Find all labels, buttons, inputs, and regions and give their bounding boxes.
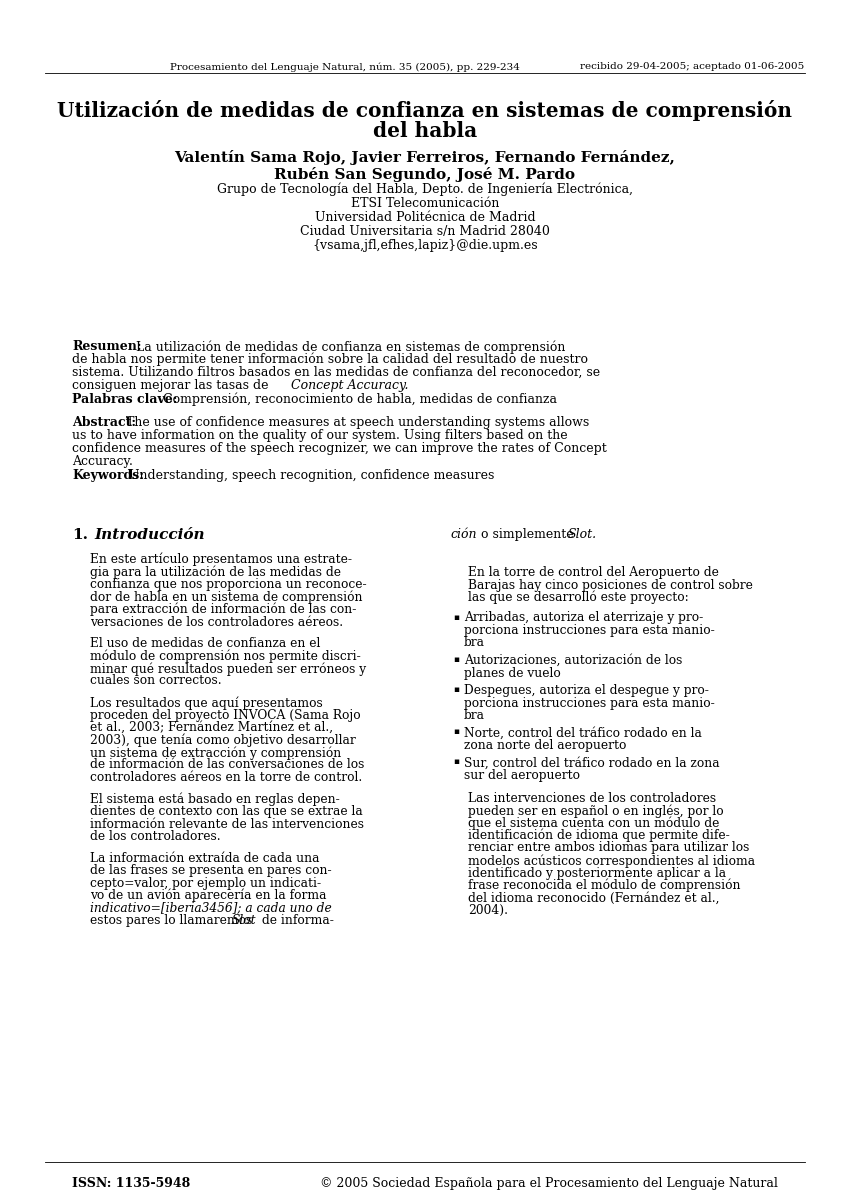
Text: Introducción: Introducción: [94, 528, 205, 543]
Text: proceden del proyecto INVOCA (Sama Rojo: proceden del proyecto INVOCA (Sama Rojo: [90, 709, 360, 722]
Text: ción: ción: [450, 528, 477, 541]
Text: del habla: del habla: [373, 122, 477, 141]
Text: indicativo=[iberia3456]; a cada uno de: indicativo=[iberia3456]; a cada uno de: [90, 901, 332, 914]
Text: de las frases se presenta en pares con-: de las frases se presenta en pares con-: [90, 864, 332, 877]
Text: Norte, control del tráfico rodado en la: Norte, control del tráfico rodado en la: [464, 727, 702, 740]
Text: o simplemente: o simplemente: [477, 528, 578, 541]
Text: Universidad Politécnica de Madrid: Universidad Politécnica de Madrid: [314, 211, 536, 224]
Text: 2003), que tenía como objetivo desarrollar: 2003), que tenía como objetivo desarroll…: [90, 734, 356, 747]
Text: Slot: Slot: [232, 914, 257, 928]
Text: gia para la utilización de las medidas de: gia para la utilización de las medidas d…: [90, 565, 341, 579]
Text: porciona instrucciones para esta manio-: porciona instrucciones para esta manio-: [464, 624, 715, 638]
Text: {vsama,jfl,efhes,lapiz}@die.upm.es: {vsama,jfl,efhes,lapiz}@die.upm.es: [312, 239, 538, 251]
Text: Resumen:: Resumen:: [72, 340, 141, 352]
Text: 1.: 1.: [72, 528, 88, 543]
Text: renciar entre ambos idiomas para utilizar los: renciar entre ambos idiomas para utiliza…: [468, 842, 750, 854]
Text: ▪: ▪: [453, 654, 459, 664]
Text: ISSN: 1135-5948: ISSN: 1135-5948: [72, 1177, 190, 1190]
Text: zona norte del aeropuerto: zona norte del aeropuerto: [464, 739, 626, 752]
Text: para extracción de información de las con-: para extracción de información de las co…: [90, 603, 356, 616]
Text: del idioma reconocido (Fernández et al.,: del idioma reconocido (Fernández et al.,: [468, 891, 719, 905]
Text: dientes de contexto con las que se extrae la: dientes de contexto con las que se extra…: [90, 805, 363, 818]
Text: de los controladores.: de los controladores.: [90, 830, 221, 843]
Text: Sur, control del tráfico rodado en la zona: Sur, control del tráfico rodado en la zo…: [464, 757, 720, 770]
Text: confidence measures of the speech recognizer, we can improve the rates of Concep: confidence measures of the speech recogn…: [72, 442, 607, 455]
Text: La información extraída de cada una: La información extraída de cada una: [90, 852, 320, 865]
Text: et al., 2003; Fernández Martínez et al.,: et al., 2003; Fernández Martínez et al.,: [90, 721, 333, 734]
Text: las que se desarrolló este proyecto:: las que se desarrolló este proyecto:: [468, 591, 688, 604]
Text: pueden ser en español o en inglés, por lo: pueden ser en español o en inglés, por l…: [468, 804, 723, 818]
Text: La utilización de medidas de confianza en sistemas de comprensión: La utilización de medidas de confianza e…: [136, 340, 565, 354]
Text: bra: bra: [464, 709, 485, 722]
Text: de informa-: de informa-: [258, 914, 334, 928]
Text: En la torre de control del Aeropuerto de: En la torre de control del Aeropuerto de: [468, 565, 719, 579]
Text: información relevante de las intervenciones: información relevante de las intervencio…: [90, 818, 364, 830]
Text: consiguen mejorar las tasas de: consiguen mejorar las tasas de: [72, 379, 273, 392]
Text: us to have information on the quality of our system. Using filters based on the: us to have information on the quality of…: [72, 429, 568, 442]
Text: frase reconocida el módulo de comprensión: frase reconocida el módulo de comprensió…: [468, 879, 740, 893]
Text: minar qué resultados pueden ser erróneos y: minar qué resultados pueden ser erróneos…: [90, 662, 366, 676]
Text: The use of confidence measures at speech understanding systems allows: The use of confidence measures at speech…: [126, 416, 589, 429]
Text: porciona instrucciones para esta manio-: porciona instrucciones para esta manio-: [464, 697, 715, 710]
Text: cepto=valor, por ejemplo un indicati-: cepto=valor, por ejemplo un indicati-: [90, 877, 321, 889]
Text: Autorizaciones, autorización de los: Autorizaciones, autorización de los: [464, 654, 683, 666]
Text: Palabras clave:: Palabras clave:: [72, 393, 178, 405]
Text: Procesamiento del Lenguaje Natural, núm. 35 (2005), pp. 229-234: Procesamiento del Lenguaje Natural, núm.…: [170, 63, 520, 71]
Text: Valentín Sama Rojo, Javier Ferreiros, Fernando Fernández,: Valentín Sama Rojo, Javier Ferreiros, Fe…: [174, 150, 676, 165]
Text: ETSI Telecomunicación: ETSI Telecomunicación: [351, 197, 499, 211]
Text: ▪: ▪: [453, 728, 459, 736]
Text: 2004).: 2004).: [468, 903, 508, 917]
Text: de información de las conversaciones de los: de información de las conversaciones de …: [90, 759, 365, 771]
Text: El sistema está basado en reglas depen-: El sistema está basado en reglas depen-: [90, 793, 340, 806]
Text: ▪: ▪: [453, 685, 459, 694]
Text: Keywords:: Keywords:: [72, 469, 144, 482]
Text: versaciones de los controladores aéreos.: versaciones de los controladores aéreos.: [90, 616, 343, 628]
Text: Los resultados que aquí presentamos: Los resultados que aquí presentamos: [90, 697, 323, 710]
Text: estos pares lo llamaremos: estos pares lo llamaremos: [90, 914, 256, 928]
Text: El uso de medidas de confianza en el: El uso de medidas de confianza en el: [90, 638, 320, 650]
Text: identificación de idioma que permite dife-: identificación de idioma que permite dif…: [468, 829, 730, 842]
Text: Accuracy.: Accuracy.: [72, 455, 133, 468]
Text: dor de habla en un sistema de comprensión: dor de habla en un sistema de comprensió…: [90, 591, 362, 604]
Text: Understanding, speech recognition, confidence measures: Understanding, speech recognition, confi…: [129, 469, 495, 482]
Text: Barajas hay cinco posiciones de control sobre: Barajas hay cinco posiciones de control …: [468, 579, 753, 592]
Text: recibido 29-04-2005; aceptado 01-06-2005: recibido 29-04-2005; aceptado 01-06-2005: [580, 63, 804, 71]
Text: controladores aéreos en la torre de control.: controladores aéreos en la torre de cont…: [90, 771, 362, 784]
Text: Las intervenciones de los controladores: Las intervenciones de los controladores: [468, 792, 716, 805]
Text: Concept Accuracy.: Concept Accuracy.: [291, 379, 409, 392]
Text: sur del aeropuerto: sur del aeropuerto: [464, 769, 580, 782]
Text: confianza que nos proporciona un reconoce-: confianza que nos proporciona un reconoc…: [90, 577, 366, 591]
Text: En este artículo presentamos una estrate-: En este artículo presentamos una estrate…: [90, 553, 352, 567]
Text: planes de vuelo: planes de vuelo: [464, 666, 561, 680]
Text: bra: bra: [464, 636, 485, 650]
Text: identificado y posteriormente aplicar a la: identificado y posteriormente aplicar a …: [468, 866, 726, 879]
Text: ▪: ▪: [453, 612, 459, 622]
Text: Despegues, autoriza el despegue y pro-: Despegues, autoriza el despegue y pro-: [464, 685, 709, 697]
Text: Utilización de medidas de confianza en sistemas de comprensión: Utilización de medidas de confianza en s…: [58, 100, 792, 122]
Text: Slot.: Slot.: [568, 528, 597, 541]
Text: Rubén San Segundo, José M. Pardo: Rubén San Segundo, José M. Pardo: [275, 167, 575, 182]
Text: © 2005 Sociedad Española para el Procesamiento del Lenguaje Natural: © 2005 Sociedad Española para el Procesa…: [320, 1177, 778, 1190]
Text: vo de un avión aparecería en la forma: vo de un avión aparecería en la forma: [90, 889, 326, 902]
Text: sistema. Utilizando filtros basados en las medidas de confianza del reconocedor,: sistema. Utilizando filtros basados en l…: [72, 366, 600, 379]
Text: modelos acústicos correspondientes al idioma: modelos acústicos correspondientes al id…: [468, 854, 755, 867]
Text: que el sistema cuenta con un módulo de: que el sistema cuenta con un módulo de: [468, 817, 719, 830]
Text: un sistema de extracción y comprensión: un sistema de extracción y comprensión: [90, 746, 341, 759]
Text: Comprensión, reconocimiento de habla, medidas de confianza: Comprensión, reconocimiento de habla, me…: [163, 393, 557, 407]
Text: Grupo de Tecnología del Habla, Depto. de Ingeniería Electrónica,: Grupo de Tecnología del Habla, Depto. de…: [217, 183, 633, 196]
Text: Ciudad Universitaria s/n Madrid 28040: Ciudad Universitaria s/n Madrid 28040: [300, 225, 550, 238]
Text: Abstract:: Abstract:: [72, 416, 136, 429]
Text: ▪: ▪: [453, 758, 459, 766]
Text: cuales son correctos.: cuales son correctos.: [90, 675, 222, 687]
Text: Arribadas, autoriza el aterrizaje y pro-: Arribadas, autoriza el aterrizaje y pro-: [464, 611, 703, 624]
Text: de habla nos permite tener información sobre la calidad del resultado de nuestro: de habla nos permite tener información s…: [72, 352, 588, 367]
Text: módulo de comprensión nos permite discri-: módulo de comprensión nos permite discri…: [90, 650, 360, 663]
